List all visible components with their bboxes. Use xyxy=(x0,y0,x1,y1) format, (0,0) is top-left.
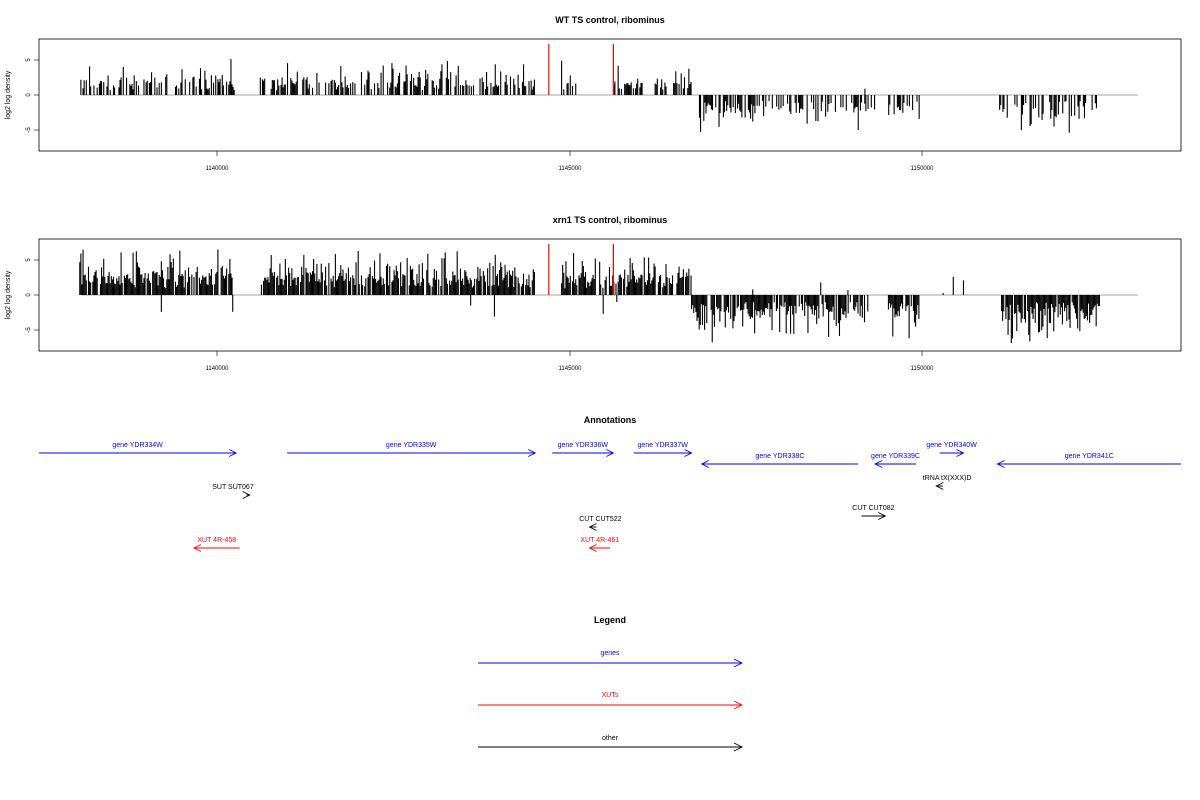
annotation-label: gene YDR336W xyxy=(558,442,609,449)
wt-y-tick-label: -5 xyxy=(26,127,32,133)
annotation-arrowhead xyxy=(878,512,887,520)
wt-x-tick-label: 1145000 xyxy=(559,166,583,172)
legend-label-genes: genes xyxy=(600,650,620,657)
annotation-label: CUT CUT522 xyxy=(579,516,621,523)
annotation-feature: XUT 4R-461 xyxy=(580,537,619,552)
wt-y-tick-label: 0 xyxy=(26,93,32,97)
legend-title: Legend xyxy=(594,615,626,625)
xrn1-y-tick-label: 0 xyxy=(26,293,32,297)
annotation-label: tRNA tX(XXX)D xyxy=(923,475,972,482)
wt-y-tick-label: 5 xyxy=(26,58,32,62)
annotation-features: gene YDR334W gene YDR335W gene YDR336W gene… xyxy=(39,442,1181,552)
legend-arrowhead-genes xyxy=(733,658,744,668)
xrn1-coverage-panel: xrn1 TS control, ribominus log2 log dens… xyxy=(5,215,1182,372)
annotation-label: XUT 4R-458 xyxy=(197,537,236,544)
wt-x-tick-label: 1140000 xyxy=(206,166,230,172)
annotation-label: gene YDR335W xyxy=(386,442,437,449)
legend-item-genes: genes xyxy=(478,650,744,668)
annotation-feature: gene YDR336W xyxy=(552,442,615,457)
annotation-feature: CUT CUT082 xyxy=(852,505,895,520)
annotation-arrowhead xyxy=(528,449,537,457)
xrn1-panel-title: xrn1 TS control, ribominus xyxy=(553,215,668,225)
annotation-arrowhead xyxy=(935,482,944,490)
annotation-feature: CUT CUT522 xyxy=(579,516,622,531)
legend-arrowhead-other xyxy=(733,742,744,752)
annotation-feature: tRNA tX(XXX)D xyxy=(923,475,972,490)
annotation-feature: SUT SUT067 xyxy=(212,484,254,499)
xrn1-bars xyxy=(79,243,1100,344)
legend-arrowhead-xuts xyxy=(733,700,744,710)
annotation-arrowhead xyxy=(700,460,709,468)
xrn1-y-tick-label: -5 xyxy=(26,327,32,333)
annotation-arrowhead xyxy=(242,491,251,499)
wt-y-axis-label: log2 log density xyxy=(5,70,12,119)
annotation-label: gene YDR334W xyxy=(112,442,163,449)
annotation-feature: gene YDR340W xyxy=(926,442,977,457)
annotation-label: gene YDR338C xyxy=(755,453,804,460)
annotation-arrowhead xyxy=(874,460,883,468)
annotation-label: gene YDR337W xyxy=(637,442,688,449)
annotation-feature: gene YDR334W xyxy=(39,442,238,457)
wt-coverage-panel: WT TS control, ribominus log2 log densit… xyxy=(5,15,1182,172)
annotations-title: Annotations xyxy=(584,415,637,425)
annotation-arrowhead xyxy=(228,449,238,457)
annotation-arrowhead xyxy=(588,523,597,531)
annotation-label: SUT SUT067 xyxy=(212,484,254,491)
annotation-feature: XUT 4R-458 xyxy=(192,537,240,552)
legend-item-xuts: XUTs xyxy=(478,692,744,710)
legend-item-other: other xyxy=(478,735,744,752)
wt-bars xyxy=(80,43,1097,133)
annotation-arrowhead xyxy=(996,460,1005,468)
annotation-feature: gene YDR341C xyxy=(996,453,1181,468)
legend-label-other: other xyxy=(602,735,619,742)
annotation-arrowhead xyxy=(956,449,965,457)
annotation-arrowhead xyxy=(588,544,597,552)
annotation-feature: gene YDR338C xyxy=(700,453,859,468)
annotation-feature: gene YDR335W xyxy=(287,442,537,457)
annotation-feature: gene YDR339C xyxy=(871,453,920,468)
annotation-arrowhead xyxy=(684,449,693,457)
annotation-label: XUT 4R-461 xyxy=(580,537,619,544)
wt-panel-title: WT TS control, ribominus xyxy=(555,15,665,25)
annotation-feature: gene YDR337W xyxy=(633,442,693,457)
wt-x-axis: 1140000 1145000 1150000 xyxy=(206,151,935,172)
xrn1-x-axis: 1140000 1145000 1150000 xyxy=(206,351,935,372)
annotation-label: gene YDR341C xyxy=(1065,453,1114,460)
xrn1-y-axis: 5 0 -5 xyxy=(26,258,39,333)
annotation-label: CUT CUT082 xyxy=(852,505,894,512)
annotation-arrowhead xyxy=(606,449,615,457)
annotation-label: gene YDR340W xyxy=(926,442,977,449)
legend-label-xuts: XUTs xyxy=(602,692,619,699)
xrn1-x-tick-label: 1145000 xyxy=(559,366,583,372)
annotation-arrowhead xyxy=(192,544,202,552)
wt-y-axis: 5 0 -5 xyxy=(26,58,39,133)
xrn1-y-tick-label: 5 xyxy=(26,258,32,262)
xrn1-x-tick-label: 1140000 xyxy=(206,366,230,372)
annotations-track: Annotations gene YDR334W gene YDR335W gene… xyxy=(39,415,1181,552)
xrn1-y-axis-label: log2 log density xyxy=(5,270,12,319)
legend: Legend genes XUTs other xyxy=(478,615,744,752)
xrn1-x-tick-label: 1150000 xyxy=(911,366,935,372)
annotation-label: gene YDR339C xyxy=(871,453,920,460)
wt-x-tick-label: 1150000 xyxy=(911,166,935,172)
